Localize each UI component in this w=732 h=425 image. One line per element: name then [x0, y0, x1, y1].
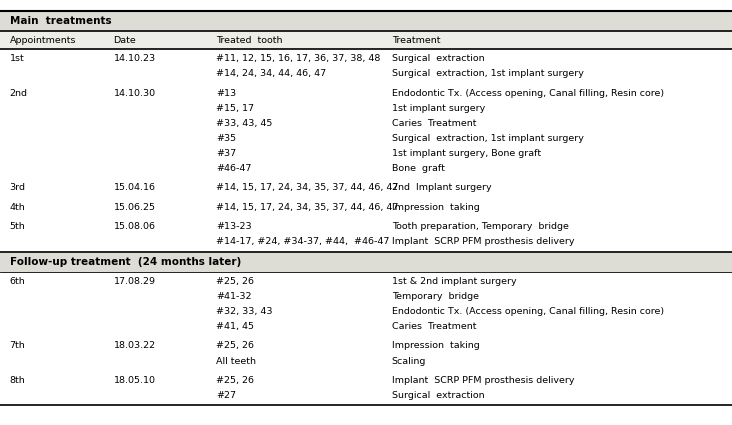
Text: #25, 26: #25, 26 — [216, 277, 254, 286]
Text: 1st: 1st — [10, 54, 24, 63]
Text: 14.10.23: 14.10.23 — [113, 54, 156, 63]
Text: 18.05.10: 18.05.10 — [113, 376, 155, 385]
Text: Implant  SCRP PFM prosthesis delivery: Implant SCRP PFM prosthesis delivery — [392, 237, 574, 246]
Text: 17.08.29: 17.08.29 — [113, 277, 155, 286]
Text: 15.06.25: 15.06.25 — [113, 203, 155, 212]
Text: #11, 12, 15, 16, 17, 36, 37, 38, 48: #11, 12, 15, 16, 17, 36, 37, 38, 48 — [216, 54, 381, 63]
Text: Date: Date — [113, 36, 136, 45]
Text: #46-47: #46-47 — [216, 164, 251, 173]
Text: Appointments: Appointments — [10, 36, 76, 45]
Text: #14-17, #24, #34-37, #44,  #46-47: #14-17, #24, #34-37, #44, #46-47 — [216, 237, 389, 246]
Bar — [0, 11, 732, 31]
Text: #33, 43, 45: #33, 43, 45 — [216, 119, 272, 128]
Text: 7th: 7th — [10, 341, 26, 351]
Text: #14, 24, 34, 44, 46, 47: #14, 24, 34, 44, 46, 47 — [216, 69, 326, 78]
Text: Scaling: Scaling — [392, 357, 426, 366]
Text: 14.10.30: 14.10.30 — [113, 88, 156, 98]
Text: Tooth preparation, Temporary  bridge: Tooth preparation, Temporary bridge — [392, 222, 569, 231]
Text: #13: #13 — [216, 88, 236, 98]
Text: Caries  Treatment: Caries Treatment — [392, 322, 476, 331]
Text: #32, 33, 43: #32, 33, 43 — [216, 307, 272, 316]
Text: Treated  tooth: Treated tooth — [216, 36, 283, 45]
Text: #41-32: #41-32 — [216, 292, 251, 301]
Text: #15, 17: #15, 17 — [216, 104, 254, 113]
Text: Endodontic Tx. (Access opening, Canal filling, Resin core): Endodontic Tx. (Access opening, Canal fi… — [392, 88, 664, 98]
Text: 4th: 4th — [10, 203, 26, 212]
Text: #25, 26: #25, 26 — [216, 376, 254, 385]
Text: #14, 15, 17, 24, 34, 35, 37, 44, 46, 47: #14, 15, 17, 24, 34, 35, 37, 44, 46, 47 — [216, 203, 398, 212]
Bar — [0, 252, 732, 272]
Text: Main  treatments: Main treatments — [10, 16, 111, 26]
Text: #37: #37 — [216, 149, 236, 158]
Text: 1st implant surgery, Bone graft: 1st implant surgery, Bone graft — [392, 149, 541, 158]
Text: 5th: 5th — [10, 222, 26, 231]
Text: Surgical  extraction, 1st implant surgery: Surgical extraction, 1st implant surgery — [392, 69, 583, 78]
Text: #13-23: #13-23 — [216, 222, 252, 231]
Text: Impression  taking: Impression taking — [392, 203, 479, 212]
Text: Follow-up treatment  (24 months later): Follow-up treatment (24 months later) — [10, 257, 241, 267]
Text: #25, 26: #25, 26 — [216, 341, 254, 351]
Text: #35: #35 — [216, 134, 236, 143]
Text: #14, 15, 17, 24, 34, 35, 37, 44, 46, 47: #14, 15, 17, 24, 34, 35, 37, 44, 46, 47 — [216, 183, 398, 193]
Text: Impression  taking: Impression taking — [392, 341, 479, 351]
Text: Implant  SCRP PFM prosthesis delivery: Implant SCRP PFM prosthesis delivery — [392, 376, 574, 385]
Text: 15.08.06: 15.08.06 — [113, 222, 155, 231]
Text: 1st implant surgery: 1st implant surgery — [392, 104, 485, 113]
Text: Treatment: Treatment — [392, 36, 440, 45]
Text: 15.04.16: 15.04.16 — [113, 183, 155, 193]
Text: 3rd: 3rd — [10, 183, 26, 193]
Bar — [0, 31, 732, 49]
Text: 1st & 2nd implant surgery: 1st & 2nd implant surgery — [392, 277, 516, 286]
Text: Surgical  extraction, 1st implant surgery: Surgical extraction, 1st implant surgery — [392, 134, 583, 143]
Text: 6th: 6th — [10, 277, 26, 286]
Text: #41, 45: #41, 45 — [216, 322, 254, 331]
Text: Temporary  bridge: Temporary bridge — [392, 292, 479, 301]
Text: 2nd: 2nd — [10, 88, 28, 98]
Text: 18.03.22: 18.03.22 — [113, 341, 156, 351]
Text: Caries  Treatment: Caries Treatment — [392, 119, 476, 128]
Text: All teeth: All teeth — [216, 357, 256, 366]
Text: 2nd  Implant surgery: 2nd Implant surgery — [392, 183, 491, 193]
Text: #27: #27 — [216, 391, 236, 400]
Text: Bone  graft: Bone graft — [392, 164, 444, 173]
Text: Surgical  extraction: Surgical extraction — [392, 391, 485, 400]
Text: 8th: 8th — [10, 376, 26, 385]
Text: Surgical  extraction: Surgical extraction — [392, 54, 485, 63]
Text: Endodontic Tx. (Access opening, Canal filling, Resin core): Endodontic Tx. (Access opening, Canal fi… — [392, 307, 664, 316]
